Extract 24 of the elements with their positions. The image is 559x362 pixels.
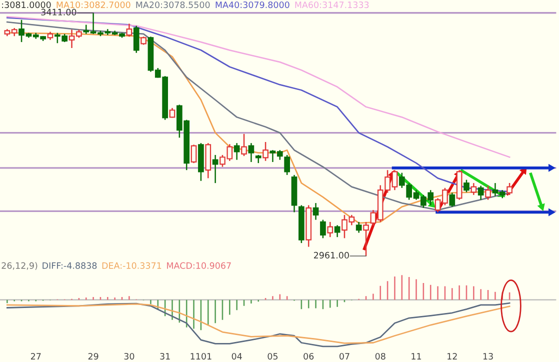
x-tick-label: 31 [160,352,170,360]
x-tick-label: 13 [483,352,493,360]
x-tick-label: 07 [340,352,350,360]
x-tick-label: 05 [268,352,278,360]
annotation: 3411.00 [41,8,76,16]
text: MA40:3079.8000 [216,1,290,8]
x-tick-label: 08 [375,352,386,360]
x-tick-label: 1101 [190,352,212,360]
text: MA10:3082.7000 [56,1,130,8]
text: MA20:3078.5500 [136,1,210,8]
annotation: 2961.00 [314,252,349,259]
x-tick-label: 27 [30,352,41,360]
x-tick-label: 29 [88,352,98,360]
text: MACD:10.9067 [167,262,231,269]
x-tick-label: 11 [412,353,422,360]
x-tick-label: 04 [232,352,242,360]
text: DEA:-10.3371 [102,262,162,269]
text: 26,12,9) [2,262,38,270]
x-tick-label: 30 [124,352,134,360]
x-tick-label: 12 [448,352,457,360]
text: MA60:3147.1333 [295,1,369,8]
text: :3081.0000 [2,1,51,8]
x-tick-label: 06 [304,352,314,360]
text: DIFF:-4.8838 [42,262,97,269]
